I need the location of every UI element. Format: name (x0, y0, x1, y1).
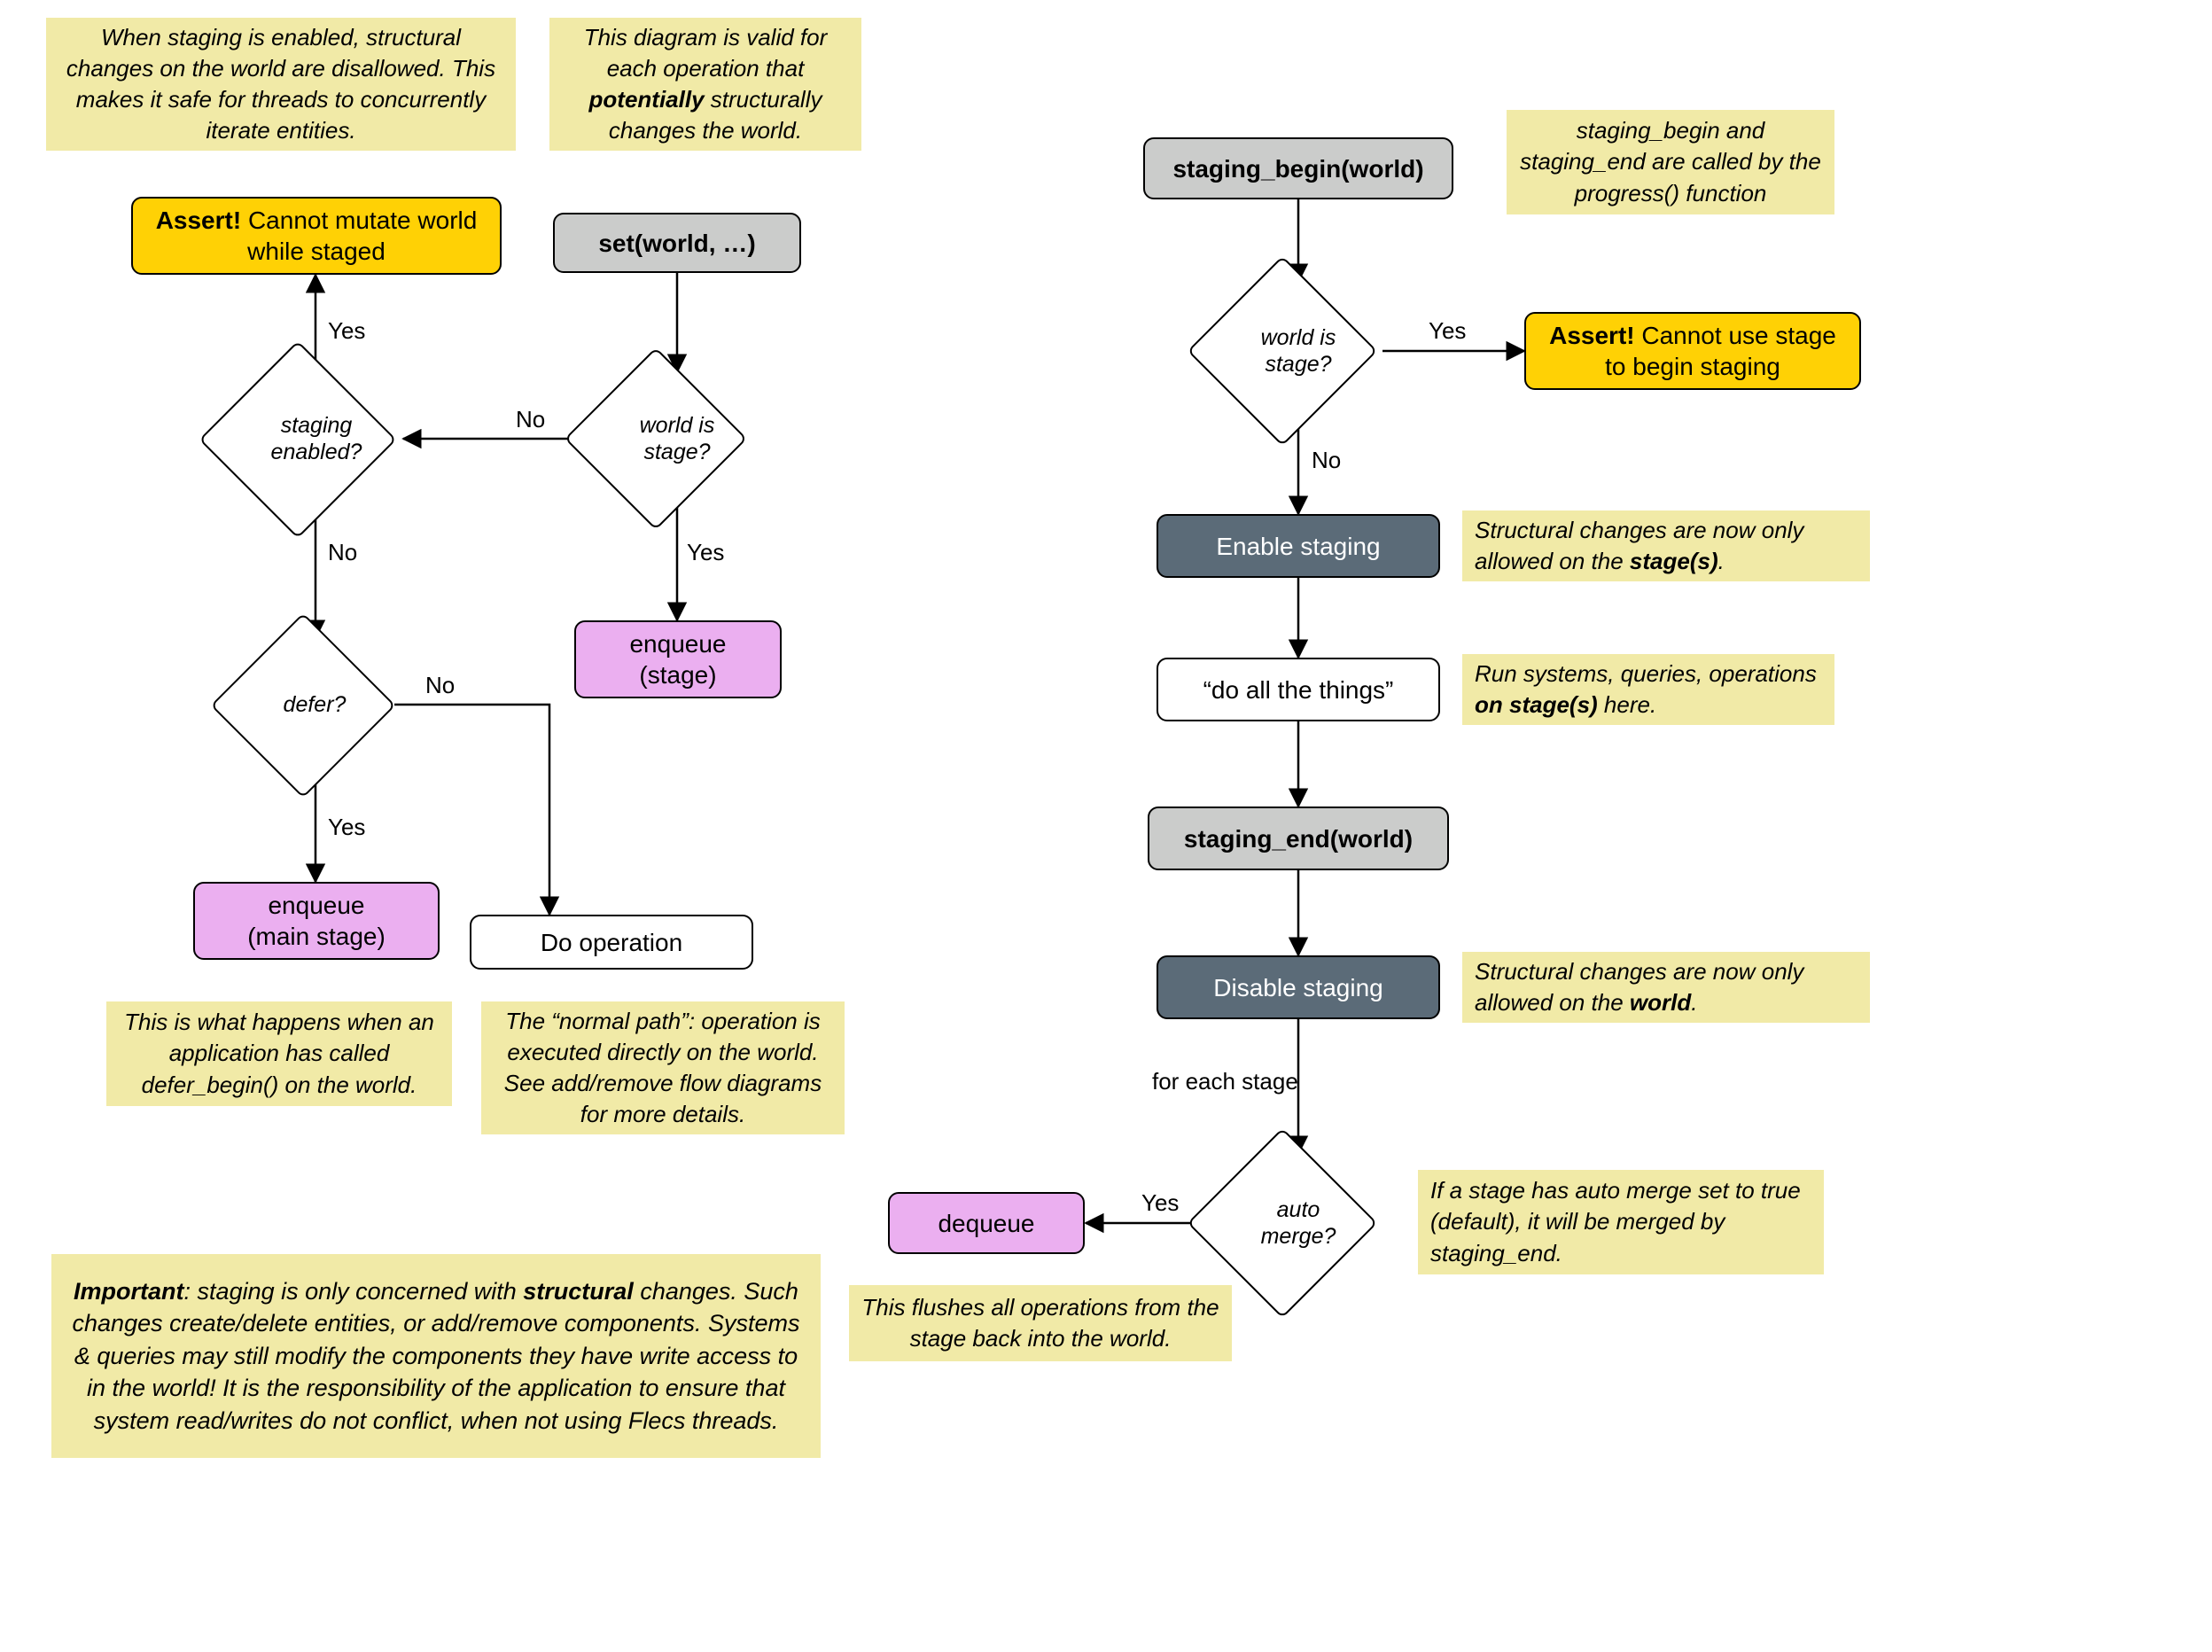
decision-label: world is stage? (620, 412, 734, 465)
node-assert-left: Assert! Cannot mutate world while staged (131, 197, 502, 275)
note-text: Structural changes are now only allowed … (1475, 515, 1858, 577)
node-set: set(world, …) (553, 213, 801, 273)
node-do-operation: Do operation (470, 915, 753, 970)
edge-label: Yes (687, 539, 724, 566)
note-dequeue: This flushes all operations from the sta… (849, 1285, 1232, 1361)
decision-label: staging enabled? (259, 409, 374, 468)
node-label: dequeue (938, 1208, 1034, 1239)
node-disable-staging: Disable staging (1157, 955, 1440, 1019)
note-do-all: Run systems, queries, operations on stag… (1462, 654, 1834, 725)
node-label: staging_end(world) (1184, 823, 1413, 854)
edge-label: No (1312, 447, 1341, 474)
node-label: enqueue(main stage) (247, 890, 386, 952)
edge-label: No (516, 406, 545, 433)
edge-label: Yes (1141, 1189, 1179, 1217)
note-automerge: If a stage has auto merge set to true (d… (1418, 1170, 1824, 1274)
note-enable: Structural changes are now only allowed … (1462, 510, 1870, 581)
decision-label: world is stage? (1245, 326, 1351, 376)
edge-label: No (425, 672, 455, 699)
edge-label: for each stage (1152, 1068, 1298, 1095)
edge-label: Yes (328, 317, 365, 345)
note-text: The “normal path”: operation is executed… (494, 1006, 832, 1130)
note-normal: The “normal path”: operation is executed… (481, 1001, 845, 1134)
node-enqueue-stage: enqueue(stage) (574, 620, 782, 698)
note-text: When staging is enabled, structural chan… (58, 22, 503, 146)
node-do-all: “do all the things” (1157, 658, 1440, 721)
note-text: Important: staging is only concerned wit… (64, 1275, 808, 1437)
note-text: This is what happens when an application… (119, 1007, 440, 1100)
decision-label: defer? (275, 691, 354, 718)
note-text: If a stage has auto merge set to true (d… (1430, 1175, 1811, 1268)
node-staging-end: staging_end(world) (1148, 807, 1449, 870)
node-label: set(world, …) (598, 228, 755, 259)
edge-label: Yes (328, 814, 365, 841)
node-label: “do all the things” (1203, 674, 1394, 705)
node-label: Assert! Cannot use stage to begin stagin… (1537, 320, 1849, 382)
node-label: enqueue(stage) (629, 628, 726, 690)
node-assert-right: Assert! Cannot use stage to begin stagin… (1524, 312, 1861, 390)
note-begin: staging_begin and staging_end are called… (1507, 110, 1834, 214)
node-label: Do operation (541, 927, 682, 958)
note-text: staging_begin and staging_end are called… (1519, 115, 1822, 208)
node-label: Disable staging (1213, 972, 1382, 1003)
note-text: Run systems, queries, operations on stag… (1475, 658, 1822, 721)
note-text: Structural changes are now only allowed … (1475, 956, 1858, 1018)
note-text: This flushes all operations from the sta… (861, 1292, 1219, 1354)
node-staging-begin: staging_begin(world) (1143, 137, 1453, 199)
node-label: staging_begin(world) (1172, 153, 1423, 184)
note-text: This diagram is valid for each operation… (562, 22, 849, 146)
note-top-left: When staging is enabled, structural chan… (46, 18, 516, 151)
node-label: Enable staging (1216, 531, 1380, 562)
note-important: Important: staging is only concerned wit… (51, 1254, 821, 1458)
node-enqueue-main: enqueue(main stage) (193, 882, 440, 960)
node-label: Assert! Cannot mutate world while staged (144, 205, 489, 267)
edge-label: No (328, 539, 357, 566)
node-enable-staging: Enable staging (1157, 514, 1440, 578)
decision-label: auto merge? (1254, 1198, 1343, 1248)
note-disable: Structural changes are now only allowed … (1462, 952, 1870, 1023)
edge-label: Yes (1429, 317, 1466, 345)
note-top-mid: This diagram is valid for each operation… (549, 18, 861, 151)
note-defer: This is what happens when an application… (106, 1001, 452, 1106)
node-dequeue: dequeue (888, 1192, 1085, 1254)
